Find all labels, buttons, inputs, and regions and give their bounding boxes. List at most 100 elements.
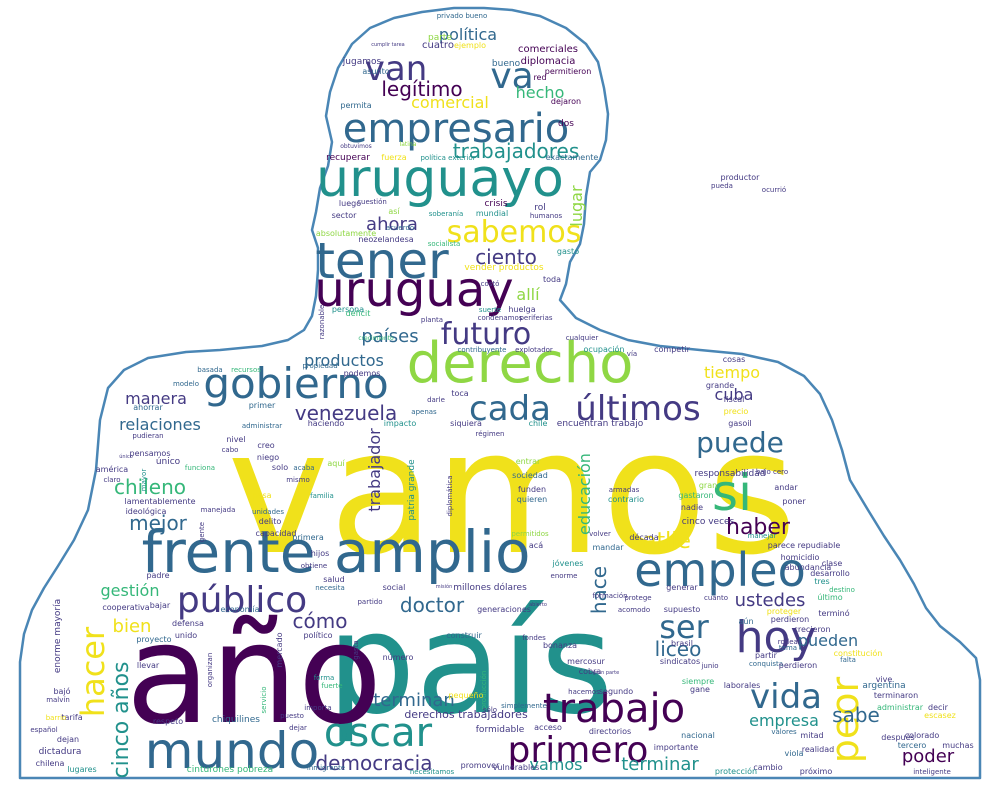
word-condenamos: condenamos <box>478 314 523 322</box>
word-cosas: cosas <box>723 355 746 364</box>
word-obtiene: obtiene <box>301 562 327 570</box>
word-vender-productos: vender productos <box>464 263 544 273</box>
word-importante: importante <box>654 743 699 752</box>
word-llevar: llevar <box>137 661 160 670</box>
word-unico: único <box>156 457 181 467</box>
word-precio: precio <box>724 407 749 416</box>
word-unido: unido <box>175 631 197 640</box>
word-cualquier: cualquier <box>566 334 599 342</box>
word-mundial: mundial <box>476 209 508 218</box>
word-liceo: liceo <box>655 637 702 661</box>
word-lugar: lugar <box>567 185 586 227</box>
word-cuatro: cuatro <box>422 40 454 51</box>
word-recuperar: recuperar <box>326 153 370 163</box>
word-siempre: siempre <box>682 677 714 686</box>
word-periferias: periferias <box>519 314 552 322</box>
word-junio: junio <box>700 662 718 670</box>
word-cuanto: cuánto <box>704 594 728 602</box>
word-funciona: funciona <box>185 464 215 472</box>
word-comerciales: comerciales <box>518 44 578 55</box>
word-millones-dolares: millones dólares <box>453 582 527 593</box>
word-aqui: aquí <box>327 459 345 468</box>
word-tarifa: tarifa <box>61 713 82 722</box>
word-realidad: realidad <box>802 745 834 754</box>
word-recursos: recursos <box>231 366 261 374</box>
word-tres: tres <box>814 577 829 586</box>
word-jovenes: jóvenes <box>552 558 584 568</box>
word-asi: así <box>388 207 400 216</box>
word-oscar: oscar <box>324 710 433 756</box>
word-apenas: apenas <box>411 408 437 416</box>
word-decada: década <box>629 532 658 542</box>
word-clase: clase <box>822 559 843 568</box>
word-simplemente: simplemente <box>501 702 547 710</box>
word-ideologica: ideológica <box>126 506 167 516</box>
word-rol: rol <box>534 203 546 213</box>
word-nacional: nacional <box>681 731 715 740</box>
word-parece-repudiable: parece repudiable <box>768 541 841 550</box>
word-lamentablemente: lamentablemente <box>124 497 195 506</box>
word-manejar: manejar <box>748 532 777 540</box>
word-fuerza: fuerza <box>381 153 406 162</box>
word-darle: darle <box>427 396 445 404</box>
word-exactamente: exactamente <box>546 153 599 162</box>
word-armadas: armadas <box>609 486 640 494</box>
word-social: social <box>383 583 406 592</box>
word-puesto: puesto <box>280 712 304 720</box>
word-publico: público <box>177 580 307 621</box>
word-necesitamos: necesitamos <box>410 768 455 776</box>
word-proteger: proteger <box>767 607 802 616</box>
word-politica-exterior: política exterior <box>420 154 475 162</box>
word-enorme: enorme <box>551 572 578 580</box>
word-economia: economía <box>220 605 259 614</box>
word-barrio: barrio <box>46 714 67 722</box>
word-tener: tener <box>315 232 449 290</box>
word-trabajador: trabajador <box>365 428 384 512</box>
word-termino: terminó <box>818 608 849 618</box>
word-ocupacion: ocupación <box>584 344 625 354</box>
word-sindicatos: sindicatos <box>660 657 700 666</box>
word-propiedad: propiedad <box>302 362 337 370</box>
word-latina: latina <box>400 141 417 148</box>
word-fondes: fondes <box>522 634 546 642</box>
word-contrario: contrario <box>608 495 644 504</box>
word-educacion: educación <box>575 453 594 535</box>
word-unico2: único <box>119 453 133 460</box>
word-mision: misión <box>436 583 452 590</box>
word-delito: delito <box>259 517 282 526</box>
word-cumplir-tarea: cumplir tarea <box>371 42 405 48</box>
word-cinco-anos: cinco años <box>109 661 134 778</box>
word-pais: país <box>327 583 614 746</box>
word-diplomacia: diplomacia <box>521 56 576 67</box>
word-humanos: humanos <box>530 212 563 220</box>
word-dejaron: dejaron <box>551 97 581 106</box>
word-organizan: organizan <box>206 653 214 688</box>
word-colorado: colorado <box>905 731 940 740</box>
word-dejar: dejar <box>289 724 307 732</box>
word-hace: hace <box>587 566 611 614</box>
word-obtuvimos: obtuvimos <box>340 143 372 150</box>
word-primera: primera <box>292 533 324 542</box>
word-terminaron: terminaron <box>874 691 918 700</box>
word-nivel: nivel <box>226 435 245 444</box>
word-socialista: socialista <box>428 240 461 248</box>
word-ahora: ahora <box>366 214 418 235</box>
word-encuentran-trabajo: encuentran trabajo <box>557 419 644 429</box>
word-directorios: directorios <box>589 727 631 736</box>
word-neozelandesa: neozelandesa <box>358 235 413 244</box>
word-manejada: manejada <box>201 506 236 514</box>
word-acceso: acceso <box>534 723 562 732</box>
word-rodean: rodean <box>778 638 802 646</box>
word-solo: solo <box>272 463 288 472</box>
word-sabe: sabe <box>832 703 880 727</box>
word-cooperativa: cooperativa <box>102 603 149 612</box>
word-peor: peor <box>823 676 867 763</box>
word-gane: gane <box>690 685 710 694</box>
word-muchas: muchas <box>942 741 973 750</box>
word-responsabilidad: responsabilidad <box>694 469 765 479</box>
word-persona: persona <box>332 305 364 314</box>
word-constitucion: constitución <box>834 648 883 658</box>
word-permitieron: permitieron <box>545 67 592 76</box>
word-gasta: gasta <box>352 640 360 659</box>
